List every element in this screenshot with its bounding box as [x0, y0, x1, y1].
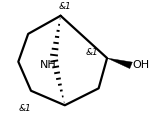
Text: &1: &1	[19, 104, 32, 113]
Text: OH: OH	[132, 60, 150, 70]
Text: &1: &1	[85, 48, 98, 57]
Text: &1: &1	[58, 2, 71, 11]
Polygon shape	[107, 58, 132, 68]
Text: NH: NH	[40, 60, 56, 70]
